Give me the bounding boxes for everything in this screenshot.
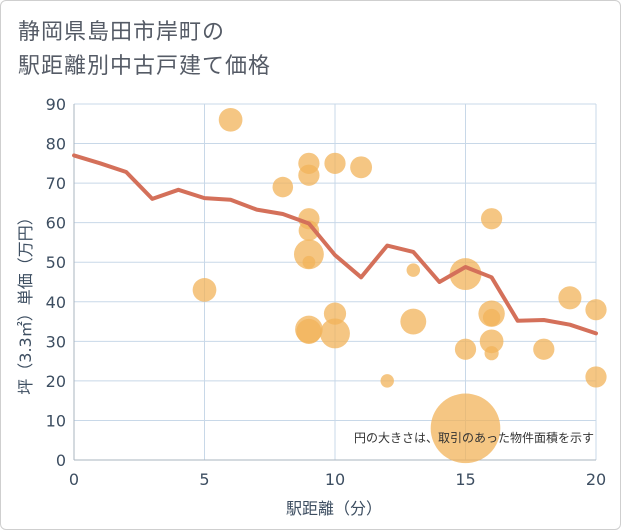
bubble-point	[293, 239, 324, 270]
chart-title-line-1: 静岡県島田市岸町の	[18, 20, 226, 45]
bubble-point	[380, 374, 394, 388]
y-tick-label: 0	[56, 451, 66, 470]
y-tick-label: 60	[46, 214, 66, 233]
bubble-point	[482, 308, 501, 327]
x-tick-label: 20	[586, 470, 606, 489]
bubble-series	[192, 107, 607, 464]
x-tick-label: 10	[325, 470, 345, 489]
bubble-point	[585, 299, 607, 321]
bubble-point	[302, 255, 316, 269]
y-tick-label: 50	[46, 253, 66, 272]
y-axis-label: 坪（3.3㎡）単価（万円）	[16, 209, 35, 394]
bubble-point	[298, 220, 320, 241]
bubble-point	[272, 176, 294, 198]
bubble-point	[350, 156, 373, 179]
y-tick-label: 90	[46, 95, 66, 114]
bubble-point	[296, 318, 322, 344]
bubble-point	[479, 329, 504, 354]
price-line-path	[72, 153, 598, 336]
bubble-point	[406, 263, 421, 277]
bubble-point	[449, 258, 482, 291]
bubble-point	[533, 338, 555, 360]
x-tick-label: 0	[69, 470, 79, 489]
bubble-point	[585, 366, 607, 388]
y-tick-label: 10	[46, 411, 66, 430]
x-axis-label: 駅距離（分）	[286, 499, 382, 518]
bubble-point	[192, 278, 217, 302]
bubble-point	[218, 107, 243, 132]
chart-title-line-2: 駅距離別中古戸建て価格	[18, 54, 272, 79]
bubble-point	[558, 286, 582, 310]
bubble-size-note: 円の大きさは、取引のあった物件面積を示す	[354, 430, 594, 445]
y-tick-label: 20	[46, 372, 66, 391]
bubble-point	[430, 393, 501, 464]
bubble-point	[298, 164, 320, 186]
axis-ticks: 0 10 20 30 40 50 60 70 80 90 0 5 10 15 20	[46, 95, 607, 489]
x-tick-label: 15	[455, 470, 475, 489]
y-tick-label: 70	[46, 174, 66, 193]
x-tick-label: 5	[199, 470, 209, 489]
bubble-point	[454, 338, 477, 360]
bubble-point	[323, 302, 347, 325]
bubble-point	[484, 346, 499, 361]
y-tick-label: 30	[46, 332, 66, 351]
y-tick-label: 80	[46, 135, 66, 154]
bubble-point	[324, 152, 346, 174]
price-line-series	[72, 153, 598, 336]
bubble-point	[480, 208, 503, 230]
bubble-point	[320, 318, 350, 349]
y-tick-label: 40	[46, 293, 66, 312]
chart-title: 静岡県島田市岸町の 駅距離別中古戸建て価格	[18, 16, 271, 84]
bubble-point	[400, 308, 427, 335]
